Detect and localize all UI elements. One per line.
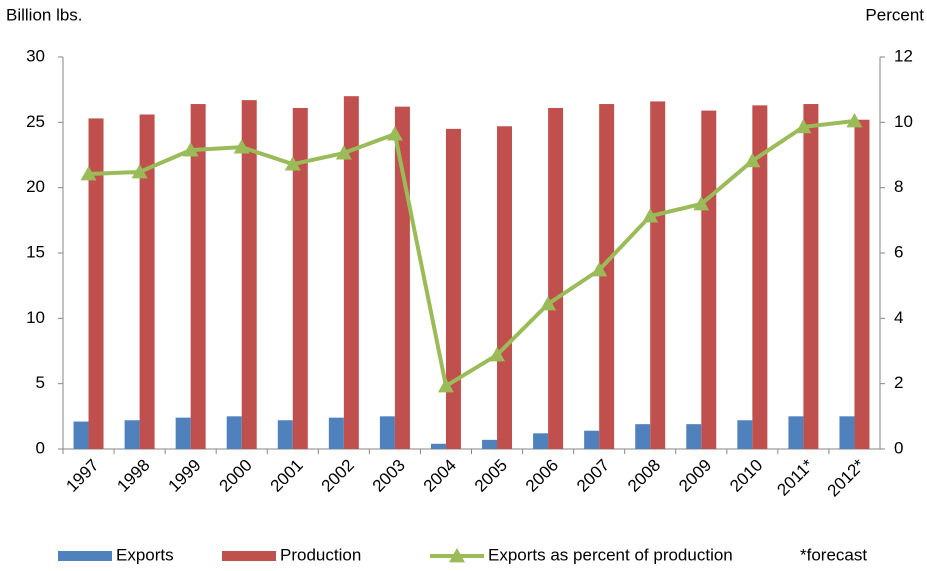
y-axis-label: Billion lbs.	[6, 5, 83, 24]
bar	[139, 114, 155, 449]
line-marker	[233, 139, 250, 154]
bar	[548, 107, 564, 450]
x-tick-label: 2011*	[773, 455, 817, 499]
bar	[701, 110, 717, 449]
line-marker	[386, 126, 403, 141]
legend-label: Exports	[116, 545, 174, 564]
line-series	[88, 119, 855, 390]
bar	[752, 105, 768, 449]
bar	[190, 104, 206, 449]
bar	[241, 100, 257, 450]
bar	[394, 106, 410, 450]
bar	[73, 421, 89, 449]
legend-swatch	[222, 551, 276, 561]
bar	[788, 416, 804, 449]
line-marker	[284, 156, 301, 171]
legend-swatch	[58, 551, 112, 561]
legend-label: Exports as percent of production	[488, 545, 733, 564]
line-marker	[80, 165, 97, 181]
x-tick-label: 2001	[267, 456, 307, 496]
x-tick-label: 2005	[471, 456, 511, 496]
y-tick-label: 20	[26, 177, 45, 196]
x-tick-label: 2008	[624, 456, 664, 496]
y2-tick-label: 4	[894, 308, 903, 327]
bar	[343, 96, 359, 449]
line-marker	[182, 142, 199, 157]
line-marker	[131, 163, 148, 179]
bar	[839, 416, 855, 449]
bar	[328, 417, 344, 449]
bar	[277, 420, 293, 449]
bar	[854, 119, 870, 449]
legend-swatch	[449, 548, 465, 563]
bar	[482, 439, 498, 449]
line-marker	[591, 261, 608, 277]
bar	[686, 424, 702, 449]
x-tick-label: 1998	[113, 456, 153, 496]
line-marker	[846, 113, 863, 128]
bar	[803, 104, 819, 449]
line-marker	[489, 346, 506, 362]
y-tick-label: 0	[36, 438, 45, 457]
y-tick-label: 5	[36, 373, 45, 392]
y-tick-label: 15	[26, 242, 45, 261]
bar	[497, 126, 513, 450]
bar	[650, 101, 666, 449]
line-marker	[693, 196, 710, 211]
bar	[88, 118, 104, 449]
line-marker	[744, 152, 761, 168]
x-tick-label: 2007	[573, 456, 613, 496]
x-tick-label: 2006	[522, 456, 562, 496]
y2-tick-label: 2	[894, 373, 903, 392]
y-tick-label: 30	[26, 46, 45, 65]
y-tick-label: 25	[26, 112, 45, 131]
x-tick-label: 2003	[369, 456, 409, 496]
line-marker	[335, 145, 352, 160]
bar	[292, 107, 308, 450]
line-marker	[795, 118, 812, 134]
line-marker	[437, 377, 454, 393]
y2-tick-label: 10	[894, 112, 913, 131]
x-tick-label: 2009	[675, 456, 715, 496]
bar	[379, 416, 395, 449]
bar	[533, 433, 549, 449]
y2-tick-label: 8	[894, 177, 903, 196]
bar	[124, 420, 140, 449]
x-tick-label: 2010	[726, 456, 766, 496]
y2-axis-label: Percent	[865, 5, 924, 24]
x-tick-label: 2004	[420, 456, 460, 496]
bar	[584, 430, 600, 449]
legend-label: Production	[280, 545, 361, 564]
x-tick-label: 1999	[164, 456, 204, 496]
bar	[599, 104, 615, 449]
line-marker	[642, 208, 659, 223]
bar	[175, 417, 191, 449]
legend: Exports Production Exports as percent of p…	[58, 545, 867, 564]
bar	[635, 424, 651, 449]
y-tick-label: 10	[26, 308, 45, 327]
x-tick-label: 2012*	[824, 455, 869, 500]
line-marker	[540, 295, 557, 311]
note: *forecast	[800, 545, 867, 564]
bar	[226, 416, 242, 449]
bar	[737, 420, 753, 449]
y2-tick-label: 6	[894, 242, 903, 261]
bar	[445, 128, 461, 449]
x-tick-label: 2002	[318, 456, 358, 496]
y2-tick-label: 12	[894, 46, 913, 65]
x-tick-label: 2000	[216, 456, 256, 496]
y2-tick-label: 0	[894, 438, 903, 457]
x-tick-label: 1997	[62, 456, 102, 496]
bar	[430, 443, 446, 449]
